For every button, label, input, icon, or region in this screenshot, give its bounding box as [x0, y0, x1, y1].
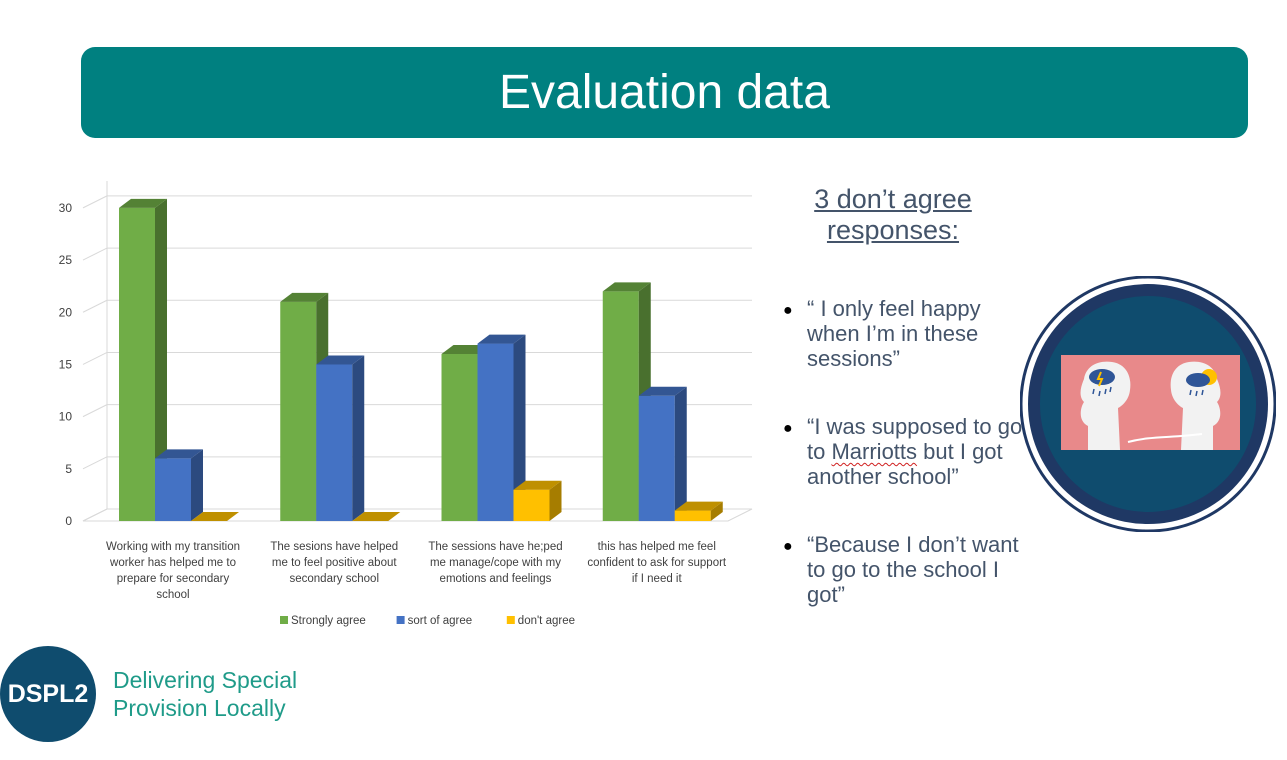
dspl2-logo: DSPL2: [0, 646, 96, 742]
bar-top: [513, 480, 562, 490]
y-tick-label: 20: [59, 305, 73, 319]
bullet-icon: ●: [783, 302, 793, 319]
legend-label: sort of agree: [408, 615, 473, 627]
gridline-side: [82, 351, 108, 365]
y-tick-label: 25: [59, 253, 73, 267]
quote-text-rest: but I got another school”: [807, 439, 1003, 489]
quotes-heading: 3 don’t agree responses:: [790, 184, 996, 246]
bar-front: [441, 354, 478, 521]
gridline-side: [82, 404, 108, 418]
gridline-side: [82, 508, 108, 522]
legend-swatch: [506, 616, 515, 624]
x-tick-label: me to feel positive about: [272, 557, 397, 569]
quote-text: “I was supposed to go to: [807, 414, 1023, 464]
x-tick-label: worker has helped me to: [109, 557, 236, 569]
bar-front: [155, 458, 191, 521]
bar-front: [638, 395, 675, 521]
x-tick-label: The sessions have he;ped: [428, 541, 562, 553]
x-tick-label: The sesions have helped: [270, 541, 398, 553]
bar-front: [513, 489, 550, 521]
bar-side: [191, 449, 203, 521]
x-tick-label: me manage/cope with my: [430, 557, 561, 569]
gridline-side: [82, 299, 108, 313]
title-banner: Evaluation data: [81, 47, 1248, 138]
quote-text: “Because I don’t want to go to the schoo…: [807, 532, 1019, 607]
quote-text: “ I only feel happy when I’m in these se…: [807, 296, 981, 371]
two-heads-illustration-icon: [1061, 355, 1240, 450]
x-tick-label: secondary school: [290, 573, 380, 585]
bar-side: [710, 501, 723, 521]
quote-item: ● “ I only feel happy when I’m in these …: [780, 296, 1030, 371]
logo-line2: Provision Locally: [113, 695, 286, 721]
bar-chart: 0 5 10 15 20 25 30 Working with my transition wo…: [59, 181, 753, 627]
bar-top: [280, 292, 329, 302]
quote-spellcheck-word: Marriotts: [831, 439, 918, 464]
quote-list: ● “ I only feel happy when I’m in these …: [780, 296, 1030, 650]
legend-swatch: [280, 616, 288, 624]
bar-top: [119, 198, 167, 208]
quotes-heading-line2: responses:: [826, 215, 960, 245]
bar-top: [674, 501, 723, 511]
x-tick-label: confident to ask for support: [587, 557, 727, 569]
bar-top: [638, 386, 687, 396]
gridline-side: [82, 247, 108, 261]
bar-side: [352, 355, 365, 521]
legend-swatch: [396, 616, 405, 624]
page-title: Evaluation data: [499, 66, 830, 119]
y-tick-label: 5: [65, 462, 72, 476]
bar-front: [119, 207, 155, 521]
bar-top: [316, 355, 365, 365]
gridline-side: [82, 195, 108, 209]
bullet-icon: ●: [783, 420, 793, 437]
y-tick-label: 30: [59, 201, 73, 215]
quote-item: ● “Because I don’t want to go to the sch…: [780, 532, 1030, 607]
bar-side: [549, 480, 562, 521]
x-tick-label: school: [156, 589, 189, 601]
gridline-side: [82, 456, 108, 470]
quote-item: ● “I was supposed to go to Marriotts but…: [780, 414, 1030, 489]
logo-line1: Delivering Special: [113, 667, 298, 693]
wellbeing-emblem: [1020, 276, 1276, 532]
bar-front: [602, 291, 639, 521]
quotes-heading-line1: 3 don’t agree: [814, 184, 972, 214]
bar-side: [155, 198, 167, 521]
y-tick-label: 10: [59, 410, 73, 424]
bar-side: [674, 386, 687, 521]
bar-top: [602, 282, 651, 292]
y-tick-label: 15: [59, 357, 73, 371]
bar-front: [477, 343, 514, 521]
bar-top: [477, 334, 526, 344]
bar-top: [191, 512, 239, 521]
bar-top: [155, 449, 203, 459]
x-tick-label: emotions and feelings: [440, 573, 552, 585]
bar-side: [513, 334, 526, 521]
x-tick-label: Working with my transition: [106, 541, 240, 553]
bar-front: [674, 510, 711, 521]
bar-front: [280, 301, 317, 521]
x-tick-label: if I need it: [632, 573, 683, 585]
logo-badge-text: DSPL2: [7, 679, 89, 708]
legend-label: Strongly agree: [291, 615, 366, 627]
y-tick-label: 0: [65, 514, 72, 528]
x-tick-label: prepare for secondary: [117, 573, 230, 585]
bullet-icon: ●: [783, 538, 793, 555]
legend-label: don't agree: [518, 615, 575, 627]
bar-front: [316, 364, 353, 521]
x-tick-label: this has helped me feel: [598, 541, 716, 553]
logo-caption: Delivering Special Provision Locally: [113, 666, 297, 722]
bar-top: [352, 512, 401, 521]
